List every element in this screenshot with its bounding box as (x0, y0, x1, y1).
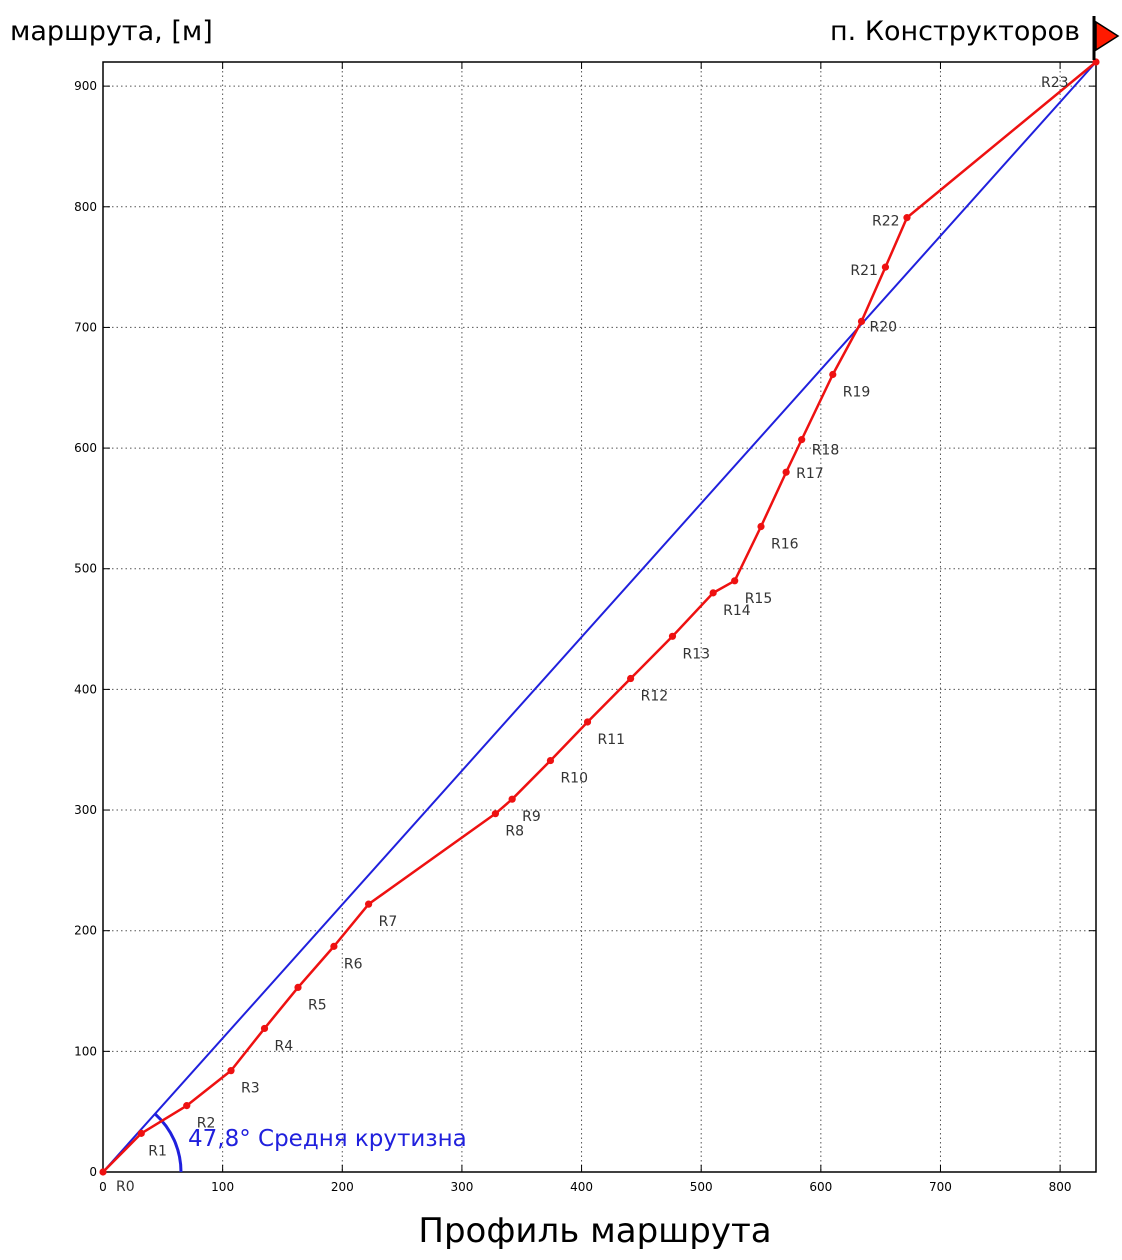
y-axis-ticks: 0 100 200 300 400 500 600 700 800 900 (74, 79, 1096, 1179)
route-point (491, 810, 500, 818)
point-label: R21 (850, 263, 878, 279)
y-tick-label: 200 (74, 924, 97, 938)
x-axis-title: Профиль маршрута (418, 1211, 771, 1251)
route-point (583, 718, 592, 726)
point-label: R17 (796, 466, 824, 482)
point-label: R3 (241, 1081, 260, 1097)
point-label: R6 (344, 956, 363, 972)
destination-label: п. Конструкторов (830, 16, 1080, 47)
route-point (881, 263, 890, 271)
route-point (294, 983, 302, 992)
point-label: R4 (275, 1038, 294, 1054)
trend-line-group (102, 61, 1097, 1173)
route-point (903, 214, 911, 222)
route-point (668, 632, 677, 640)
point-label: R0 (116, 1179, 135, 1195)
angle-label: 47,8° Средня крутизна (188, 1126, 467, 1152)
x-axis-ticks: 0 100 200 300 400 500 600 700 800 (99, 62, 1072, 1194)
route-point (1092, 58, 1100, 66)
point-label: R8 (505, 824, 524, 840)
route-point (260, 1024, 269, 1033)
route-line (102, 61, 1097, 1173)
angle-arc-group (154, 1112, 183, 1173)
route-point (627, 674, 635, 683)
route-point (757, 522, 765, 531)
route-point (227, 1067, 235, 1075)
point-label: R11 (598, 732, 626, 748)
x-tick-label: 300 (450, 1180, 473, 1194)
point-label: R20 (870, 319, 898, 335)
route-point (364, 900, 373, 908)
plot-frame (102, 61, 1097, 1173)
route-point (782, 468, 790, 476)
x-tick-label: 0 (99, 1180, 107, 1194)
y-tick-label: 400 (74, 682, 97, 696)
point-label: R19 (843, 384, 871, 400)
point-label: R16 (771, 537, 799, 553)
point-label: R23 (1041, 75, 1069, 91)
point-label: R10 (560, 771, 588, 787)
flag-icon (1092, 16, 1120, 60)
point-label: R9 (522, 809, 541, 825)
y-tick-label: 800 (74, 200, 97, 214)
x-tick-label: 700 (929, 1180, 952, 1194)
y-axis-title: маршрута, [м] (10, 16, 213, 47)
point-label: R22 (872, 214, 900, 230)
trend-line (102, 61, 1097, 1173)
point-label: R7 (379, 914, 398, 930)
point-label: R1 (148, 1143, 167, 1159)
x-tick-label: 600 (809, 1180, 832, 1194)
y-tick-label: 300 (74, 803, 97, 817)
point-label: R18 (812, 443, 840, 459)
route-point (798, 436, 806, 444)
x-tick-label: 400 (570, 1180, 593, 1194)
point-label: R5 (308, 997, 327, 1013)
y-tick-label: 500 (74, 562, 97, 576)
y-tick-label: 700 (74, 320, 97, 334)
point-label: R14 (723, 603, 751, 619)
point-label: R13 (682, 646, 710, 662)
route-point (546, 756, 555, 765)
point-label: R12 (641, 689, 669, 705)
x-tick-label: 800 (1049, 1180, 1072, 1194)
route-point (508, 795, 516, 803)
x-tick-label: 100 (211, 1180, 234, 1194)
route-point (330, 942, 338, 950)
x-tick-label: 500 (690, 1180, 713, 1194)
route-point (99, 1168, 107, 1176)
route-point (709, 589, 717, 597)
y-tick-label: 900 (74, 79, 97, 93)
y-tick-label: 100 (74, 1044, 97, 1058)
y-tick-label: 0 (89, 1165, 97, 1179)
route-point (829, 370, 837, 379)
route-point (857, 317, 866, 326)
point-label: R2 (197, 1116, 216, 1132)
route-point (183, 1102, 191, 1110)
angle-arc (154, 1112, 183, 1173)
grid-lines (103, 62, 1096, 1172)
route-series (99, 58, 1100, 1176)
point-label: R15 (745, 591, 773, 607)
route-point (731, 577, 739, 585)
x-tick-label: 200 (331, 1180, 354, 1194)
y-tick-label: 600 (74, 441, 97, 455)
route-point (137, 1129, 145, 1137)
